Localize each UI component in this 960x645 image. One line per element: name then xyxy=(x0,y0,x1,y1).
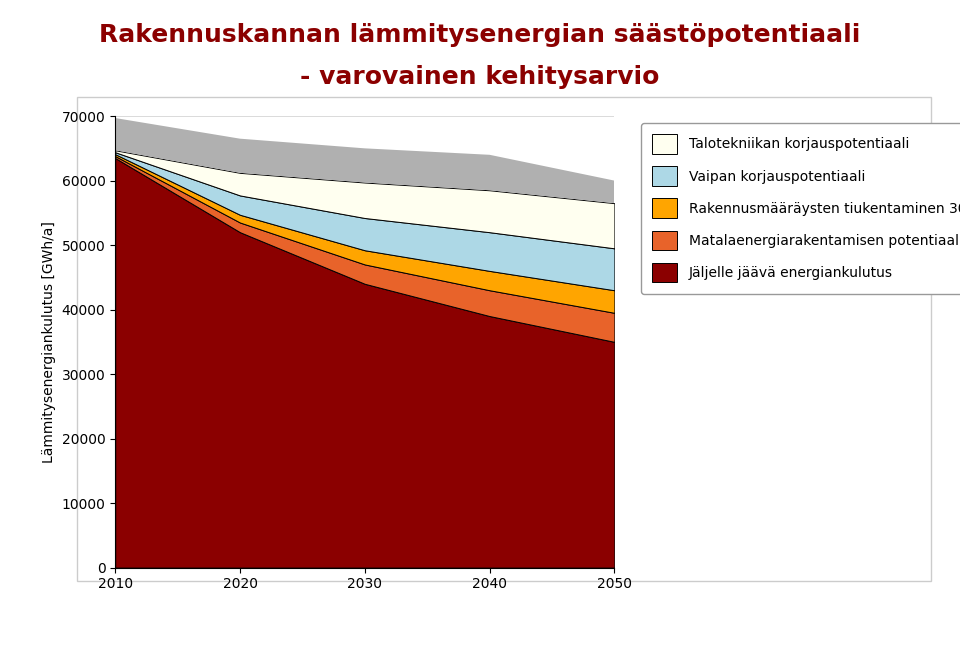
Text: - varovainen kehitysarvio: - varovainen kehitysarvio xyxy=(300,65,660,90)
Y-axis label: Lämmitysenergiankulutus [GWh/a]: Lämmitysenergiankulutus [GWh/a] xyxy=(42,221,56,463)
Legend: Talotekniikan korjauspotentiaali, Vaipan korjauspotentiaali, Rakennusmääräysten : Talotekniikan korjauspotentiaali, Vaipan… xyxy=(641,123,960,293)
Text: Rakennuskannan lämmitysenergian säästöpotentiaali: Rakennuskannan lämmitysenergian säästöpo… xyxy=(99,23,861,48)
